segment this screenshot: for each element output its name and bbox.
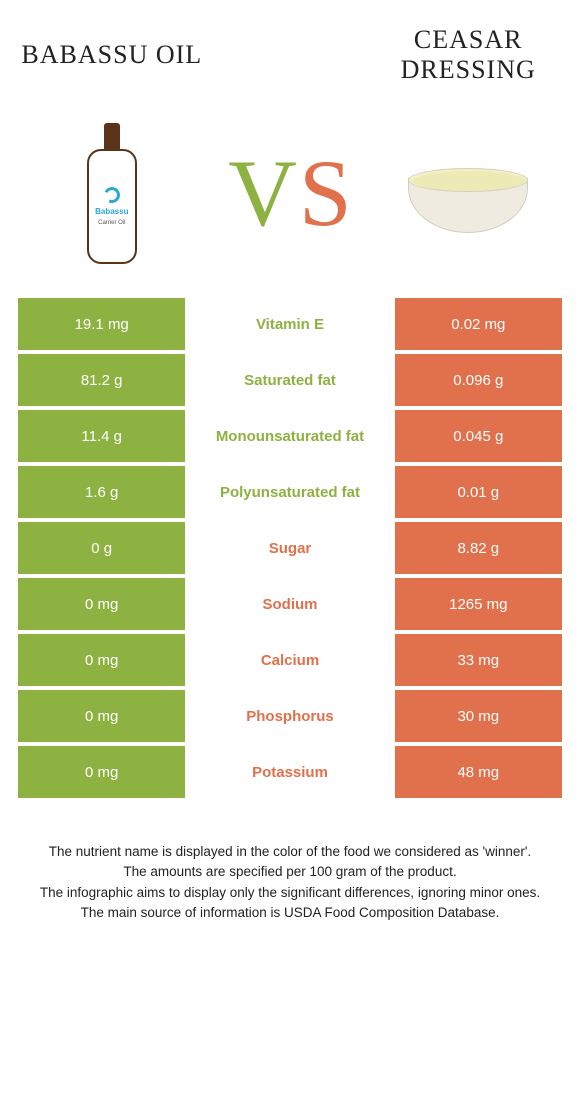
left-value: 0 mg <box>18 742 189 798</box>
right-value: 48 mg <box>391 742 562 798</box>
images-row: Babassu Carrier Oil V S <box>18 98 562 288</box>
left-value: 0 g <box>18 518 189 574</box>
left-value: 0 mg <box>18 630 189 686</box>
left-value: 11.4 g <box>18 406 189 462</box>
nutrient-label: Vitamin E <box>189 294 390 350</box>
table-row: 0 mgPhosphorus30 mg <box>18 686 562 742</box>
table-row: 81.2 gSaturated fat0.096 g <box>18 350 562 406</box>
table-row: 19.1 mgVitamin E0.02 mg <box>18 294 562 350</box>
header-row: Babassu oil Ceasar dressing <box>18 20 562 90</box>
nutrient-label: Polyunsaturated fat <box>189 462 390 518</box>
right-value: 0.096 g <box>391 350 562 406</box>
right-value: 1265 mg <box>391 574 562 630</box>
nutrient-label: Sugar <box>189 518 390 574</box>
bottle-icon: Babassu Carrier Oil <box>87 123 137 264</box>
nutrient-label: Sodium <box>189 574 390 630</box>
footnote-line: The infographic aims to display only the… <box>18 883 562 903</box>
table-row: 0 mgCalcium33 mg <box>18 630 562 686</box>
table-row: 0 mgPotassium48 mg <box>18 742 562 798</box>
bottle-logo-icon <box>102 184 123 205</box>
header-right-title: Ceasar dressing <box>374 25 562 85</box>
product-image-left: Babassu Carrier Oil <box>18 123 206 264</box>
nutrient-label: Saturated fat <box>189 350 390 406</box>
bottle-label-2: Carrier Oil <box>98 220 125 226</box>
footnote-line: The nutrient name is displayed in the co… <box>18 842 562 862</box>
footnote-line: The amounts are specified per 100 gram o… <box>18 862 562 882</box>
product-image-right <box>374 153 562 233</box>
comparison-table: 19.1 mgVitamin E0.02 mg81.2 gSaturated f… <box>18 294 562 798</box>
nutrient-label: Phosphorus <box>189 686 390 742</box>
header-left-title: Babassu oil <box>18 40 206 70</box>
left-value: 19.1 mg <box>18 294 189 350</box>
table-row: 0 gSugar8.82 g <box>18 518 562 574</box>
nutrient-label: Potassium <box>189 742 390 798</box>
left-value: 0 mg <box>18 574 189 630</box>
right-value: 30 mg <box>391 686 562 742</box>
bowl-icon <box>398 153 538 233</box>
table-row: 11.4 gMonounsaturated fat0.045 g <box>18 406 562 462</box>
left-value: 0 mg <box>18 686 189 742</box>
right-value: 8.82 g <box>391 518 562 574</box>
nutrient-label: Monounsaturated fat <box>189 406 390 462</box>
infographic-container: Babassu oil Ceasar dressing Babassu Carr… <box>0 0 580 1114</box>
right-value: 0.02 mg <box>391 294 562 350</box>
left-value: 1.6 g <box>18 462 189 518</box>
footnotes: The nutrient name is displayed in the co… <box>18 842 562 923</box>
bottle-label-1: Babassu <box>95 207 128 216</box>
right-value: 33 mg <box>391 630 562 686</box>
nutrient-label: Calcium <box>189 630 390 686</box>
right-value: 0.01 g <box>391 462 562 518</box>
table-row: 0 mgSodium1265 mg <box>18 574 562 630</box>
vs-label: V S <box>206 146 375 241</box>
left-value: 81.2 g <box>18 350 189 406</box>
table-row: 1.6 gPolyunsaturated fat0.01 g <box>18 462 562 518</box>
vs-letter-v: V <box>228 146 297 241</box>
footnote-line: The main source of information is USDA F… <box>18 903 562 923</box>
right-value: 0.045 g <box>391 406 562 462</box>
vs-letter-s: S <box>299 146 352 241</box>
